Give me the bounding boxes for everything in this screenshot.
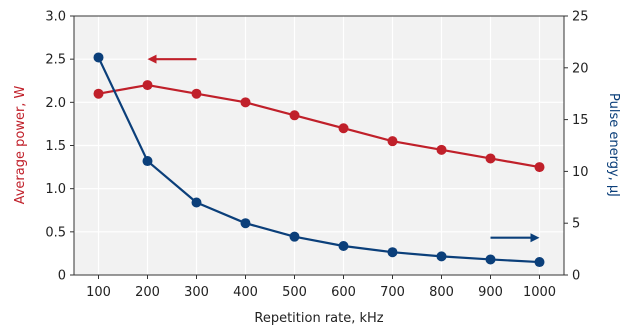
y-left-tick-label: 2.5 xyxy=(45,53,66,68)
y-left-tick-label: 1.5 xyxy=(45,139,66,154)
y-left-tick-label: 2.0 xyxy=(45,96,66,111)
series-1-point xyxy=(289,231,300,242)
series-0-line xyxy=(98,83,540,169)
x-tick-label: 200 xyxy=(135,285,160,300)
series-0-point xyxy=(289,110,300,121)
series-1-point xyxy=(387,247,398,258)
x-tick-label: 700 xyxy=(380,285,405,300)
y-left-tick-label: 1.0 xyxy=(45,182,66,197)
y-right-tick-label: 25 xyxy=(572,10,589,25)
series-1-point xyxy=(534,257,545,268)
x-tick-label: 300 xyxy=(184,285,209,300)
x-tick-label: 900 xyxy=(478,285,503,300)
series-0-point xyxy=(142,80,153,91)
series-1-point xyxy=(240,218,251,229)
series-1-line xyxy=(97,56,540,264)
series-0-point xyxy=(485,153,496,164)
series-1-point xyxy=(485,254,496,265)
y-right-tick-label: 10 xyxy=(572,165,589,180)
series-1-point xyxy=(338,240,349,251)
series-1-point xyxy=(142,156,153,167)
y-left-tick-label: 3.0 xyxy=(45,10,66,25)
y-right-axis-title: Pulse energy, µJ xyxy=(606,93,621,197)
series-0-point xyxy=(93,88,104,99)
series-1-point xyxy=(436,251,447,262)
y-right-tick-label: 0 xyxy=(572,269,580,284)
y-left-tick-label: 0 xyxy=(58,269,66,284)
annotation-layer xyxy=(147,54,540,243)
y-left-ticks: 0 0.5 1.0 1.5 2.0 2.5 3.0 xyxy=(45,10,74,284)
series-1-point xyxy=(191,197,202,208)
series-layer xyxy=(93,52,545,268)
x-tick-label: 400 xyxy=(233,285,258,300)
series-1-point xyxy=(93,52,104,63)
x-tick-label: 800 xyxy=(429,285,454,300)
x-tick-label: 1000 xyxy=(523,285,556,300)
y-right-ticks: 0 5 10 15 20 25 xyxy=(564,10,589,284)
y-left-tick-label: 0.5 xyxy=(45,225,66,240)
series-0-point xyxy=(191,88,202,99)
y-right-tick-label: 5 xyxy=(572,217,580,232)
series-0-point xyxy=(387,136,398,147)
arrow-1-head xyxy=(530,233,540,243)
x-axis-title: Repetition rate, kHz xyxy=(254,311,383,326)
x-ticks: 100 200 300 400 500 600 700 800 900 1000 xyxy=(86,275,556,300)
y-right-tick-label: 15 xyxy=(572,113,589,128)
series-0-point xyxy=(436,144,447,155)
x-tick-label: 600 xyxy=(331,285,356,300)
arrow-0-head xyxy=(147,54,157,64)
x-tick-label: 500 xyxy=(282,285,307,300)
series-0-point xyxy=(240,97,251,108)
x-tick-label: 100 xyxy=(86,285,111,300)
y-left-axis-title: Average power, W xyxy=(13,85,28,204)
y-right-tick-label: 20 xyxy=(572,61,589,76)
series-0-point xyxy=(534,162,545,173)
series-0-point xyxy=(338,123,349,134)
